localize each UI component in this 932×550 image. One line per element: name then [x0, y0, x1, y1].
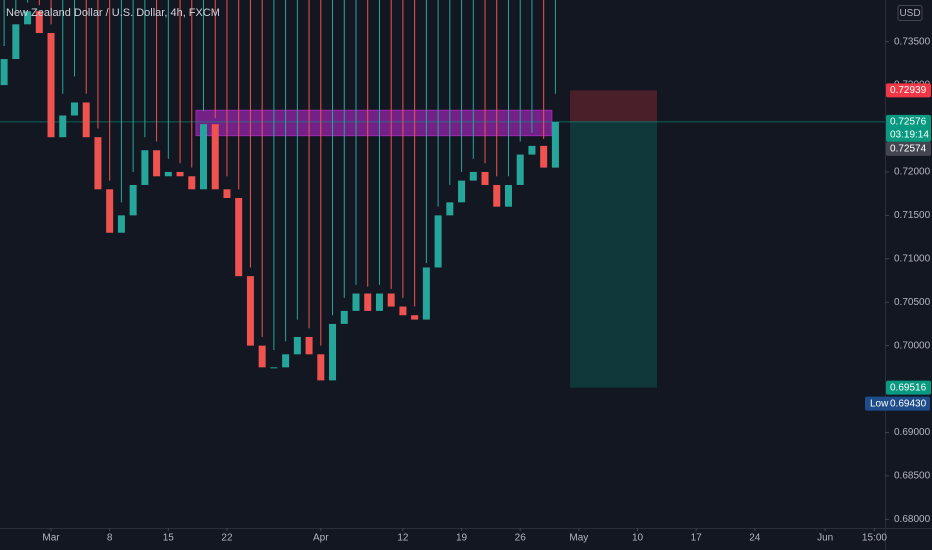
- candle-body: [375, 293, 383, 311]
- candle-body: [164, 171, 172, 177]
- candle-body: [540, 145, 548, 168]
- low-box: [865, 396, 930, 411]
- candle-body: [129, 184, 137, 216]
- target-price-label-box: [886, 380, 931, 395]
- candle-body: [516, 154, 524, 185]
- candle-body: [446, 202, 454, 216]
- candle-body: [270, 367, 278, 369]
- candle-body: [434, 215, 442, 268]
- x-tick-label: 19: [456, 533, 468, 544]
- y-tick-label: 0.72000: [894, 167, 931, 178]
- x-tick-label: Apr: [313, 533, 329, 544]
- candle-body: [106, 189, 114, 233]
- x-tick-label: 24: [749, 533, 761, 544]
- candle-body: [282, 354, 290, 368]
- y-tick-label: 0.68500: [894, 471, 931, 482]
- y-tick-label: 0.68000: [894, 514, 931, 525]
- candle-body: [399, 306, 407, 316]
- close-price-box: [886, 141, 931, 156]
- candle-body: [12, 24, 20, 60]
- candle-body: [235, 198, 243, 277]
- countdown: 03:19:14: [890, 130, 929, 141]
- candle-body: [59, 115, 67, 138]
- x-tick-label: 8: [107, 533, 113, 544]
- candle-body: [200, 124, 208, 190]
- candle-body: [141, 150, 149, 185]
- y-tick-label: 0.70000: [894, 340, 931, 351]
- x-tick-label: 22: [221, 533, 233, 544]
- candle-body: [411, 315, 419, 320]
- candle-body: [153, 150, 161, 177]
- candle-body: [24, 11, 32, 25]
- x-tick-label: 15: [163, 533, 175, 544]
- candle-body: [117, 215, 125, 233]
- entry-price-label-box: [886, 114, 931, 142]
- target-area: [570, 121, 657, 388]
- x-tick-label: Mar: [42, 533, 60, 544]
- candle-body: [504, 184, 512, 207]
- candle-body: [329, 323, 337, 381]
- x-tick-label: Jun: [817, 533, 833, 544]
- candle-body: [258, 345, 266, 368]
- x-tick-label: 17: [691, 533, 703, 544]
- close-price-label: 0.72574: [890, 144, 927, 155]
- candle-body: [528, 145, 536, 155]
- candle-body: [211, 124, 219, 190]
- plot: [0, 0, 885, 388]
- target-price-label: 0.69516: [890, 382, 927, 393]
- candle-body: [94, 137, 102, 190]
- entry-price-label: 0.72576: [890, 117, 927, 128]
- low-value: 0.69430: [890, 398, 927, 409]
- candle-body: [0, 59, 8, 86]
- candle-body: [340, 310, 348, 324]
- x-tick-label: May: [569, 533, 588, 544]
- y-tick-label: 0.70500: [894, 297, 931, 308]
- candle-body: [481, 171, 489, 185]
- candle-body: [35, 11, 43, 33]
- candle-body: [493, 184, 501, 207]
- stop-area: [570, 90, 657, 122]
- candle-body: [551, 121, 559, 168]
- candle-body: [364, 293, 372, 311]
- low-label: Low: [870, 398, 889, 409]
- y-tick-label: 0.71500: [894, 210, 931, 221]
- currency-button[interactable]: [897, 5, 923, 21]
- x-tick-label: 12: [397, 533, 409, 544]
- y-tick-label: 0.71000: [894, 253, 931, 264]
- chart-title: New Zealand Dollar / U.S. Dollar, 4h, FX…: [6, 7, 220, 19]
- candle-body: [458, 180, 466, 203]
- candle-body: [188, 176, 196, 190]
- candle-body: [246, 276, 254, 346]
- candle-body: [176, 171, 184, 177]
- candle-body: [317, 354, 325, 381]
- candle-body: [352, 293, 360, 311]
- candle-body: [293, 336, 301, 355]
- candle-body: [223, 189, 231, 198]
- supply-zone: [195, 109, 553, 137]
- candle-body: [70, 102, 78, 116]
- candle-body: [82, 102, 90, 138]
- candle-body: [422, 267, 430, 320]
- x-tick-label: 26: [515, 533, 527, 544]
- y-tick-label: 0.73500: [894, 36, 931, 47]
- y-tick-label: 0.69000: [894, 427, 931, 438]
- x-tick-label: 10: [632, 533, 644, 544]
- candle-body: [47, 33, 55, 138]
- candle-body: [387, 293, 395, 307]
- stop-price-label: 0.72939: [890, 85, 927, 96]
- stop-price-label-box: [886, 83, 931, 98]
- candle-body: [305, 336, 313, 355]
- currency-label[interactable]: USD: [899, 8, 920, 19]
- candle-body: [469, 171, 477, 181]
- x-tick-label: 15:00: [862, 533, 887, 544]
